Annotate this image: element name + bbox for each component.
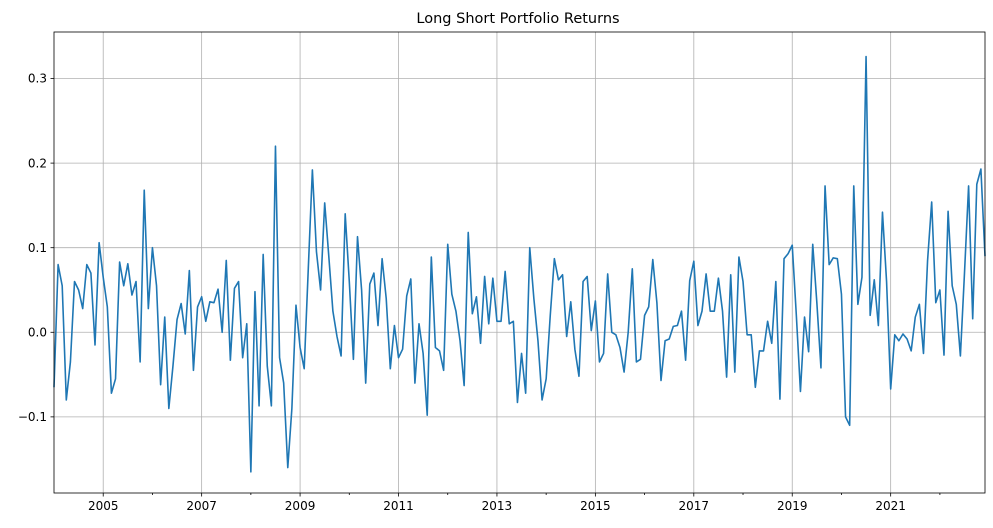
tick-labels: 2005 2007 2009 2011 2013 2015 2017 2019 2021 −0.1…: [18, 72, 906, 513]
grid: [54, 32, 985, 493]
x-tick-label: 2017: [679, 499, 710, 513]
y-tick-label: −0.1: [18, 410, 47, 424]
x-tick-label: 2007: [186, 499, 217, 513]
y-tick-label: 0.3: [28, 72, 47, 86]
y-tick-label: 0.1: [28, 241, 47, 255]
x-tick-label: 2015: [580, 499, 611, 513]
chart-title: Long Short Portfolio Returns: [416, 11, 619, 27]
x-tick-label: 2019: [777, 499, 808, 513]
axis-ticks: [50, 78, 941, 497]
x-tick-label: 2011: [383, 499, 414, 513]
series-layer: [53, 55, 986, 473]
y-tick-label: 0.0: [28, 325, 47, 339]
x-tick-label: 2013: [482, 499, 513, 513]
x-tick-label: 2009: [285, 499, 316, 513]
x-tick-label: 2005: [88, 499, 119, 513]
plot-frame: [53, 31, 986, 494]
series-line: [53, 55, 986, 473]
x-tick-label: 2021: [875, 499, 906, 513]
y-tick-label: 0.2: [28, 156, 47, 170]
